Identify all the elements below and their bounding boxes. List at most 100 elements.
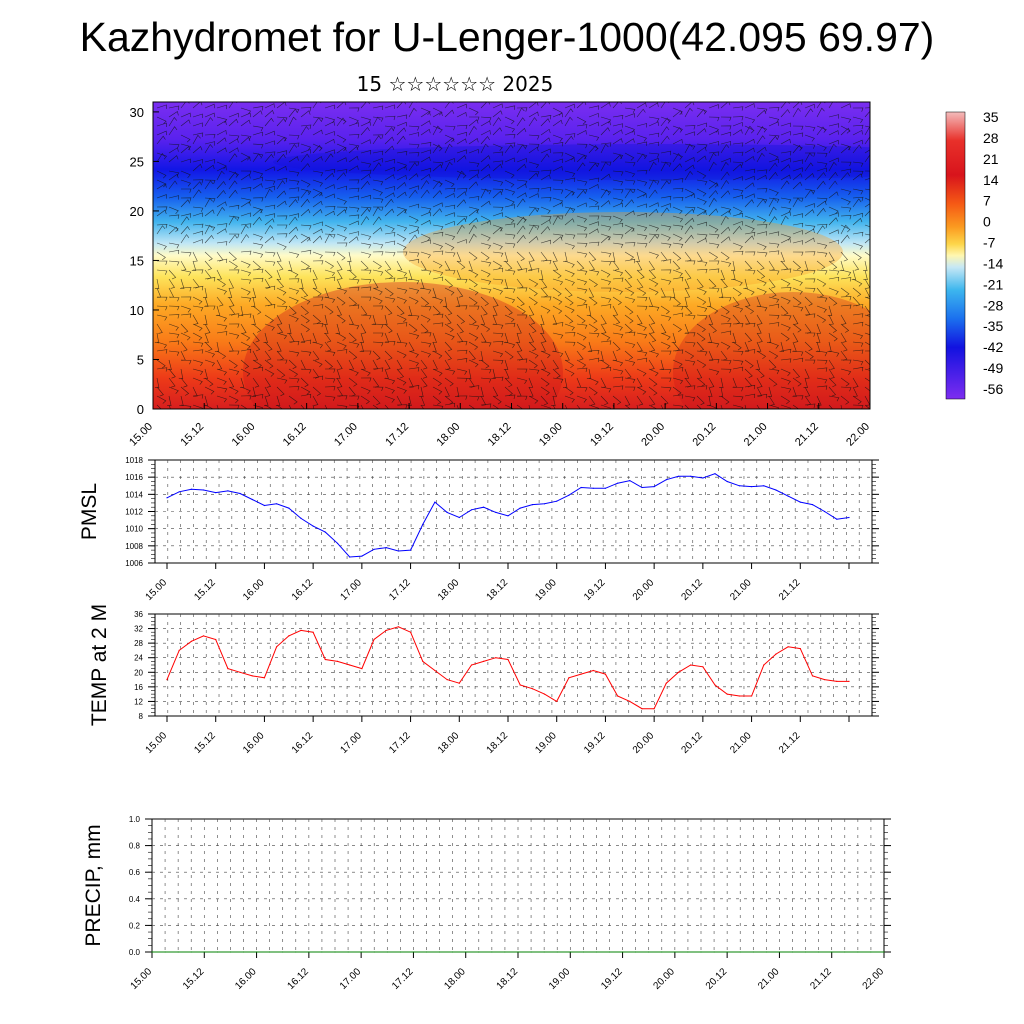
- heatmap-xtick-label: 18.12: [486, 421, 514, 449]
- series-point: [410, 549, 412, 551]
- heatmap-ytick-label: 10: [130, 303, 144, 318]
- ylabel: TEMP at 2 M: [88, 604, 111, 726]
- series-point: [177, 951, 179, 953]
- series-point: [151, 951, 153, 953]
- series-point: [608, 951, 611, 953]
- panel-3: 0.0 0.2 0.4 0.6 0.8 1.0 15.00 15.12 16.00 16.12 17…: [82, 815, 891, 992]
- series-point: [425, 951, 428, 953]
- series-point: [229, 951, 231, 953]
- series-point: [397, 550, 399, 552]
- series-point: [677, 671, 680, 673]
- series-point: [543, 503, 546, 505]
- series-point: [751, 695, 753, 697]
- series-point: [635, 951, 637, 953]
- series-point: [595, 951, 598, 953]
- xtick-label: 17.12: [390, 966, 416, 992]
- series-point: [465, 951, 467, 953]
- xtick-label: 22.00: [861, 966, 887, 992]
- series-point: [530, 951, 532, 953]
- xtick-label: 17.00: [339, 577, 365, 603]
- heatmap-ytick-label: 15: [130, 253, 144, 268]
- series-point: [831, 951, 833, 953]
- series-point: [519, 684, 521, 686]
- series-point: [582, 951, 585, 953]
- ytick-label: 1016: [125, 473, 143, 482]
- xtick-label: 16.12: [286, 966, 312, 992]
- series-point: [665, 479, 667, 481]
- series-point: [653, 486, 655, 488]
- heatmap-ytick-label: 30: [130, 105, 144, 120]
- series-point: [190, 640, 192, 642]
- series-point: [702, 477, 704, 479]
- series-point: [276, 646, 278, 648]
- xtick-label: 17.12: [387, 577, 413, 603]
- colorbar-label: 28: [983, 130, 999, 146]
- ytick-label: 0.2: [129, 921, 141, 930]
- series-point: [818, 951, 820, 953]
- xtick-label: 17.12: [387, 730, 413, 756]
- colorbar-label: -42: [983, 339, 1003, 355]
- ytick-label: 8: [139, 712, 144, 721]
- xtick-label: 20.00: [631, 730, 657, 756]
- xtick-label: 19.00: [533, 577, 559, 603]
- series-point: [434, 501, 436, 503]
- series-point: [751, 486, 753, 488]
- series-point: [288, 635, 290, 637]
- series-point: [848, 680, 850, 683]
- series-point: [604, 673, 607, 675]
- xtick-label: 16.12: [290, 577, 316, 603]
- ytick-label: 12: [134, 697, 143, 706]
- xtick-label: 15.12: [192, 577, 218, 603]
- series-point: [397, 626, 399, 628]
- series-point: [263, 504, 265, 507]
- ytick-label: 1014: [125, 490, 143, 499]
- series-point: [836, 680, 838, 683]
- heatmap-xtick-label: 21.12: [793, 421, 821, 449]
- colorbar-label: 7: [983, 193, 991, 209]
- series-point: [336, 660, 339, 663]
- xtick-label: 16.00: [233, 966, 259, 992]
- ytick-label: 32: [134, 625, 143, 634]
- heatmap-ytick-label: 0: [137, 402, 144, 417]
- xtick-label: 15.00: [129, 966, 155, 992]
- xtick-label: 21.00: [728, 577, 754, 603]
- ytick-label: 0.8: [129, 842, 141, 851]
- xtick-label: 18.00: [442, 966, 468, 992]
- series-point: [641, 708, 643, 710]
- series-point: [580, 673, 582, 675]
- series-point: [592, 669, 594, 672]
- xtick-label: 21.12: [777, 577, 803, 603]
- series-point: [312, 631, 314, 633]
- series-point: [215, 492, 217, 494]
- xtick-label: 20.00: [631, 577, 657, 603]
- series-point: [531, 504, 534, 506]
- xtick-label: 20.12: [704, 966, 730, 992]
- series-point: [787, 495, 789, 497]
- series-point: [629, 480, 631, 482]
- series-point: [677, 475, 680, 477]
- series-point: [726, 693, 728, 695]
- ytick-label: 16: [134, 683, 143, 692]
- xtick-label: 19.12: [582, 730, 608, 756]
- series-point: [702, 666, 704, 668]
- heatmap-xtick-label: 20.00: [639, 421, 667, 449]
- series-point: [166, 497, 168, 499]
- series-point: [604, 487, 607, 489]
- series-point: [295, 951, 297, 953]
- xtick-label: 17.00: [339, 730, 365, 756]
- xtick-label: 19.12: [582, 577, 608, 603]
- series-point: [883, 951, 885, 953]
- series-point: [215, 638, 217, 641]
- xtick-label: 19.00: [547, 966, 573, 992]
- chart-subtitle: 15 ☆☆☆☆☆☆ 2025: [356, 72, 554, 96]
- series-point: [714, 473, 716, 475]
- series-point: [386, 951, 388, 953]
- series-point: [483, 506, 485, 508]
- series-point: [568, 677, 570, 679]
- timeseries-panels: 1006 1008 1010 1012 1014 1016 1018 15.00 15.12 16…: [78, 456, 891, 992]
- series-point: [568, 494, 570, 496]
- series-point: [799, 501, 801, 503]
- series-point: [848, 516, 850, 519]
- ytick-label: 1012: [125, 508, 143, 517]
- series-point: [665, 682, 667, 684]
